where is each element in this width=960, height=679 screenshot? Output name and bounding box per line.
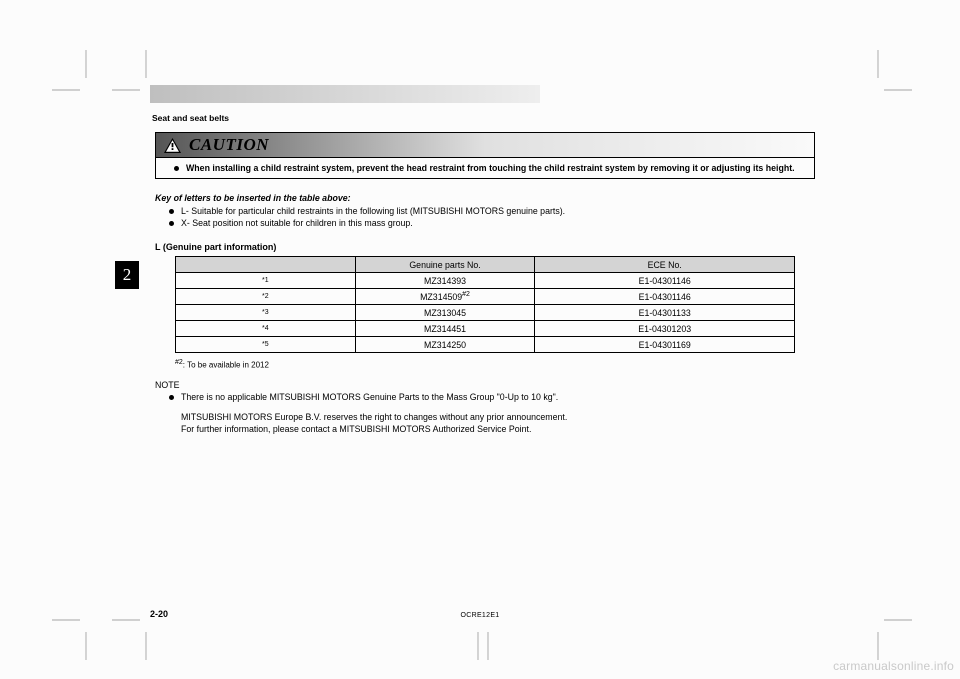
footnote: #2: To be available in 2012 xyxy=(175,359,815,370)
bullet-icon xyxy=(169,209,174,214)
footnote-sup: #2 xyxy=(175,359,183,366)
caution-box: CAUTION When installing a child restrain… xyxy=(155,132,815,179)
footnote-text: : To be available in 2012 xyxy=(183,361,269,370)
row-part: MZ314393 xyxy=(355,273,535,289)
parts-table: Genuine parts No. ECE No. *1MZ314393E1-0… xyxy=(175,256,795,353)
key-title: Key of letters to be inserted in the tab… xyxy=(155,193,815,203)
section-header: Seat and seat belts xyxy=(152,113,229,123)
key-block: Key of letters to be inserted in the tab… xyxy=(155,193,815,228)
note-line-1: For further information, please contact … xyxy=(181,424,815,436)
caution-body: When installing a child restraint system… xyxy=(156,158,814,178)
note-body: MITSUBISHI MOTORS Europe B.V. reserves t… xyxy=(181,412,815,436)
row-index: *1 xyxy=(176,273,356,289)
note-line-0: MITSUBISHI MOTORS Europe B.V. reserves t… xyxy=(181,412,815,424)
table-row: *3MZ313045E1-04301133 xyxy=(176,305,795,321)
caution-title: CAUTION xyxy=(189,135,269,155)
row-part: MZ314250 xyxy=(355,337,535,353)
page-content: Seat and seat belts CAUTION When install… xyxy=(155,115,815,435)
row-ece: E1-04301146 xyxy=(535,289,795,305)
row-index: *3 xyxy=(176,305,356,321)
col-blank xyxy=(176,257,356,273)
key-item-1: X- Seat position not suitable for childr… xyxy=(169,218,815,228)
row-ece: E1-04301169 xyxy=(535,337,795,353)
watermark: carmanualsonline.info xyxy=(833,659,954,673)
caution-text: When installing a child restraint system… xyxy=(186,163,795,173)
bullet-icon xyxy=(174,166,179,171)
table-header-row: Genuine parts No. ECE No. xyxy=(176,257,795,273)
note-bullet: There is no applicable MITSUBISHI MOTORS… xyxy=(169,392,815,402)
row-sup: #2 xyxy=(462,291,470,298)
row-ece: E1-04301146 xyxy=(535,273,795,289)
row-index: *2 xyxy=(176,289,356,305)
chapter-tab: 2 xyxy=(115,261,139,289)
row-part: MZ314451 xyxy=(355,321,535,337)
col-ece: ECE No. xyxy=(535,257,795,273)
row-ece: E1-04301133 xyxy=(535,305,795,321)
row-index: *5 xyxy=(176,337,356,353)
doc-code: OCRE12E1 xyxy=(461,612,500,619)
table-row: *4MZ314451E1-04301203 xyxy=(176,321,795,337)
key-item-0: L- Suitable for particular child restrai… xyxy=(169,206,815,216)
note-title: NOTE xyxy=(155,380,815,390)
table-row: *1MZ314393E1-04301146 xyxy=(176,273,795,289)
row-part: MZ313045 xyxy=(355,305,535,321)
table-row: *2MZ314509#2E1-04301146 xyxy=(176,289,795,305)
note-block: NOTE There is no applicable MITSUBISHI M… xyxy=(155,380,815,436)
row-part: MZ314509#2 xyxy=(355,289,535,305)
col-genuine: Genuine parts No. xyxy=(355,257,535,273)
parts-label: L (Genuine part information) xyxy=(155,242,815,252)
bullet-icon xyxy=(169,221,174,226)
row-ece: E1-04301203 xyxy=(535,321,795,337)
warning-triangle-icon xyxy=(164,138,181,153)
bullet-icon xyxy=(169,395,174,400)
table-row: *5MZ314250E1-04301169 xyxy=(176,337,795,353)
caution-header: CAUTION xyxy=(156,133,814,158)
row-index: *4 xyxy=(176,321,356,337)
